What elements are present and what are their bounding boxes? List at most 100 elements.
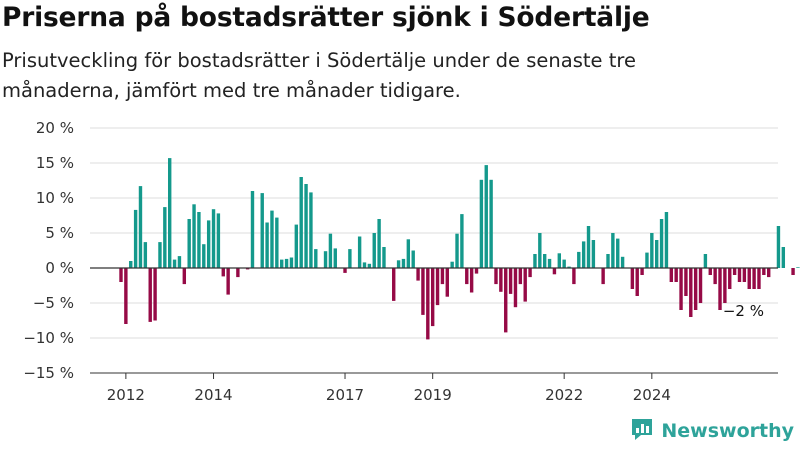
bar: [567, 266, 571, 268]
x-tick-label: 2024: [633, 386, 671, 404]
bar: [265, 222, 269, 268]
bar: [280, 259, 284, 268]
bar: [611, 233, 615, 268]
y-tick-label: −15 %: [23, 364, 74, 382]
bar: [757, 268, 761, 289]
bar: [713, 268, 717, 285]
bar: [153, 268, 157, 321]
y-tick-label: 0 %: [45, 259, 74, 277]
last-value-annotation: −2 %: [723, 302, 764, 320]
newsworthy-logo-icon: [629, 416, 655, 446]
bar: [479, 179, 484, 268]
bar: [245, 268, 250, 270]
bar: [197, 212, 201, 268]
bar: [791, 268, 795, 275]
bar: [489, 179, 493, 268]
bar: [372, 233, 376, 268]
chart-subtitle: Prisutveckling för bostadsrätter i Söder…: [2, 49, 636, 102]
bar: [314, 249, 318, 268]
bar: [455, 233, 459, 268]
bar: [299, 177, 303, 268]
bar: [348, 249, 352, 268]
bar: [484, 165, 488, 268]
bar: [703, 254, 708, 268]
y-tick-label: 10 %: [36, 189, 74, 207]
bar: [469, 268, 474, 293]
bar: [796, 267, 800, 268]
bar: [518, 268, 523, 285]
x-tick-label: 2017: [326, 386, 364, 404]
bar: [406, 239, 411, 268]
axis-layer: 2012 2014 2017 2019 2022 2024: [90, 267, 778, 404]
bar: [362, 262, 367, 268]
bar: [143, 242, 148, 268]
bar: [664, 212, 669, 268]
bar: [206, 220, 211, 268]
bar: [552, 268, 557, 275]
bar: [698, 268, 703, 303]
bar: [577, 251, 581, 268]
y-tick-label: 15 %: [36, 154, 74, 172]
bar: [284, 258, 289, 268]
bar: [732, 268, 737, 275]
bar: [591, 240, 596, 268]
bar: [635, 268, 639, 296]
y-tick-label: 5 %: [45, 224, 74, 242]
bar: [119, 268, 123, 282]
bar: [294, 224, 299, 268]
bar: [304, 184, 308, 268]
bar: [124, 268, 128, 324]
bar: [645, 252, 649, 268]
bar: [270, 210, 274, 268]
bar: [693, 268, 698, 310]
bar: [499, 268, 503, 292]
bar: [508, 268, 513, 294]
bar: [158, 242, 162, 268]
bar: [260, 193, 264, 268]
bar: [616, 238, 620, 268]
brand-logo: Newsworthy: [629, 416, 794, 446]
bar: [523, 268, 527, 302]
bar: [275, 217, 279, 268]
bar: [168, 158, 172, 268]
bar: [562, 259, 566, 268]
x-tick-label: 2012: [107, 386, 145, 404]
bar: [138, 186, 143, 268]
bar: [401, 258, 406, 268]
bar: [737, 268, 742, 282]
bar: [333, 248, 337, 268]
bar: [586, 226, 591, 268]
bar: [367, 263, 372, 268]
bar: [411, 250, 415, 268]
bar: [382, 247, 386, 268]
bar: [309, 192, 313, 268]
bar: [659, 219, 664, 268]
bar: [640, 268, 644, 275]
bar: [343, 268, 347, 273]
grid-layer: −15 % −10 % −5 % 0 % 5 % 10 % 15 % 20 %: [23, 119, 778, 382]
x-tick-label: 2014: [194, 386, 232, 404]
y-tick-label: 20 %: [36, 119, 74, 137]
bar: [250, 191, 255, 268]
bar: [226, 268, 230, 295]
bar: [655, 240, 659, 268]
bar: [752, 268, 756, 289]
bar: [129, 261, 133, 268]
bar: [538, 233, 542, 268]
bar: [357, 236, 362, 268]
bar: [177, 256, 182, 268]
x-tick-label: 2019: [414, 386, 452, 404]
bar: [494, 268, 498, 285]
y-tick-label: −10 %: [23, 329, 74, 347]
bar: [430, 268, 435, 327]
bar: [182, 268, 187, 285]
bar: [187, 219, 191, 268]
x-tick-label: 2022: [545, 386, 583, 404]
bar: [211, 209, 216, 268]
bar: [421, 268, 425, 315]
bar: [708, 268, 712, 275]
bar: [323, 251, 328, 268]
bar: [440, 268, 445, 285]
bar: [557, 253, 561, 268]
bar: [650, 233, 654, 268]
